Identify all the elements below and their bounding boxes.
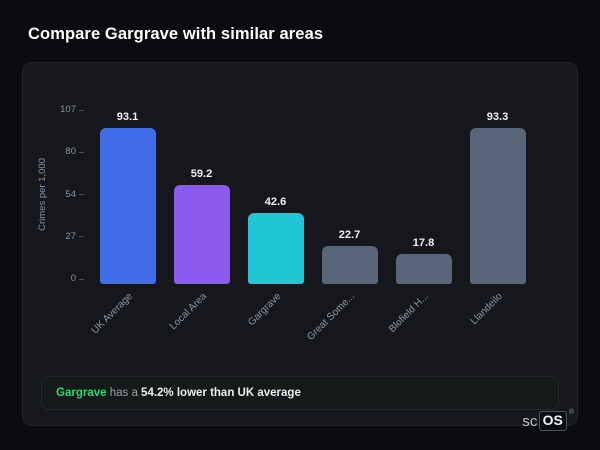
bar-uk-average[interactable]: [99, 128, 156, 284]
x-label-cell: Local Area: [168, 284, 230, 350]
registered-trademark-icon: ®: [568, 409, 574, 416]
bar-value-label: 22.7: [338, 229, 361, 242]
tick-mark: [79, 278, 84, 280]
y-tick: 80: [65, 147, 84, 157]
tick-mark: [79, 194, 84, 195]
tick-mark: [79, 151, 84, 153]
bar-column: 59.2: [173, 105, 230, 284]
watermark-prefix: sc: [522, 412, 538, 430]
plot-area: 93.1 59.2 42.6 22.7 17.8 93.3 UK Average Local…: [90, 105, 533, 350]
bars-area: 93.1 59.2 42.6 22.7 17.8 93.3: [92, 105, 533, 284]
x-axis-labels: UK Average Local Area Gargrave Great Some..…: [90, 284, 533, 350]
bar-value-label: 93.3: [486, 110, 509, 123]
note-area-name: Gargrave: [56, 387, 107, 399]
y-tick: 54: [65, 188, 84, 200]
y-tick: 27: [65, 230, 84, 242]
x-axis-label: Blofield H...: [387, 291, 432, 335]
page-title: Compare Gargrave with similar areas: [28, 25, 324, 43]
y-tick-label: 80: [65, 146, 76, 158]
bar-value-label: 17.8: [412, 237, 435, 250]
x-axis-label: Gargrave: [246, 291, 284, 329]
tick-mark: [79, 236, 84, 238]
y-tick-label: 27: [65, 230, 76, 242]
bar-value-label: 59.2: [190, 167, 213, 180]
y-tick: 107: [60, 105, 84, 115]
bar-local-area[interactable]: [173, 184, 230, 284]
chart-area: Crimes per 1,000 107 80 54 27 0 93.1 59.2 42.6…: [37, 105, 533, 350]
y-axis-ticks: 107 80 54 27 0: [52, 105, 84, 284]
y-axis-title: Crimes per 1,000: [37, 158, 48, 231]
y-tick-label: 0: [70, 273, 76, 284]
x-label-cell: Llandeilo: [469, 284, 526, 350]
y-tick-label: 107: [60, 104, 76, 115]
y-tick-label: 54: [65, 188, 76, 200]
x-label-cell: Gargrave: [246, 284, 304, 350]
x-label-cell: Blofield H...: [387, 284, 452, 350]
x-label-cell: Great Some...: [305, 284, 378, 350]
bar-column: 42.6: [247, 105, 304, 284]
note-box: Gargrave has a 54.2% lower than UK avera…: [41, 376, 559, 410]
tick-mark: [79, 109, 84, 111]
bar-llandeilo[interactable]: [469, 127, 526, 284]
bar-column: 22.7: [321, 105, 378, 284]
x-axis-label: Local Area: [168, 291, 210, 333]
x-axis-label: UK Average: [89, 291, 136, 337]
bar-blofield-h[interactable]: [395, 254, 452, 284]
x-label-cell: UK Average: [90, 284, 156, 350]
bar-column: 93.3: [469, 105, 526, 284]
bar-value-label: 93.1: [116, 111, 139, 124]
bar-column: 93.1: [99, 105, 156, 284]
x-axis-label: Great Some...: [305, 291, 358, 343]
y-tick: 0: [71, 274, 84, 284]
bar-column: 17.8: [395, 105, 452, 284]
watermark-logo: sc OS ®: [522, 409, 574, 431]
bar-value-label: 42.6: [264, 195, 287, 208]
chart-card: Crimes per 1,000 107 80 54 27 0 93.1 59.2 42.6…: [22, 62, 578, 426]
note-stat-text: 54.2% lower than UK average: [141, 387, 301, 399]
bar-great-some[interactable]: [321, 246, 378, 284]
y-axis-title-wrap: Crimes per 1,000: [37, 105, 48, 284]
note-connector-text: has a: [106, 387, 142, 399]
bar-gargrave[interactable]: [247, 212, 304, 284]
watermark-os-box: OS: [538, 411, 567, 431]
x-axis-label: Llandeilo: [469, 291, 506, 328]
